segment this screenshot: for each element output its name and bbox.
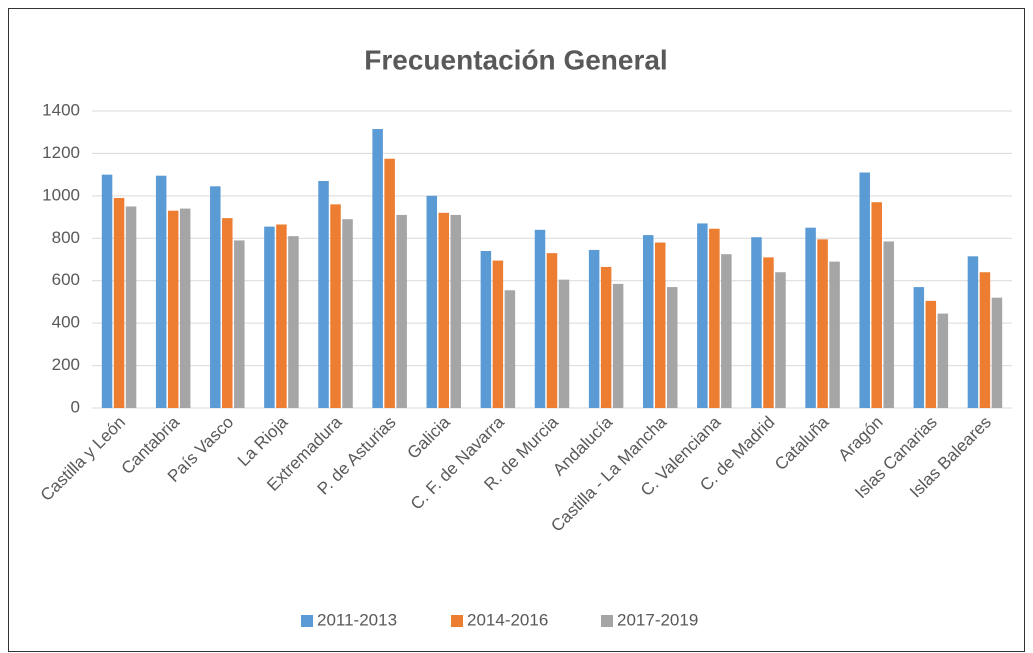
bar (967, 256, 979, 408)
bar (805, 227, 816, 408)
bar (763, 257, 774, 408)
y-tick-label: 800 (52, 228, 80, 247)
bar (426, 195, 438, 408)
bar (751, 237, 762, 408)
bar (492, 260, 504, 408)
bar (101, 174, 113, 408)
bar (384, 158, 395, 408)
bar (276, 224, 287, 408)
bar (330, 204, 341, 408)
bar (450, 214, 462, 408)
bar (991, 297, 1003, 408)
bar (438, 212, 450, 408)
bar (588, 249, 600, 408)
bar (558, 279, 570, 408)
bar (534, 229, 546, 408)
bar (264, 226, 275, 408)
legend-label: 2017-2019 (617, 610, 698, 629)
bar (179, 208, 191, 408)
y-tick-label: 400 (52, 313, 80, 332)
bar (155, 175, 167, 408)
bar (871, 202, 882, 408)
y-tick-label: 1000 (42, 185, 80, 204)
bar (342, 219, 353, 408)
y-tick-label: 600 (52, 270, 80, 289)
bar (167, 210, 179, 408)
bar (288, 236, 299, 408)
bar (721, 254, 732, 408)
bar (937, 313, 949, 408)
bar (600, 266, 612, 408)
legend-swatch (451, 615, 463, 627)
y-tick-label: 1200 (42, 143, 80, 162)
bar (913, 287, 925, 408)
y-tick-label: 0 (71, 397, 80, 416)
bar (829, 261, 840, 408)
bar (709, 228, 720, 408)
bar (396, 214, 407, 408)
y-tick-label: 1400 (42, 100, 80, 119)
legend-swatch (601, 615, 613, 627)
bar (504, 290, 516, 408)
bar (979, 272, 991, 408)
bar (372, 129, 383, 408)
bar (859, 172, 870, 408)
bar (666, 287, 678, 408)
bar (480, 251, 492, 408)
bar (222, 218, 233, 408)
bar (113, 197, 125, 408)
legend-label: 2014-2016 (467, 610, 548, 629)
bar (654, 242, 666, 408)
legend-label: 2011-2013 (317, 610, 397, 629)
bar (642, 235, 654, 408)
bar (883, 241, 894, 408)
bar (925, 300, 937, 408)
legend-swatch (301, 615, 313, 627)
bar (546, 253, 558, 408)
bar (210, 186, 221, 408)
bar (234, 240, 245, 408)
chart-title: Frecuentación General (364, 44, 667, 75)
bar (318, 181, 329, 408)
bar (125, 206, 137, 408)
bar (612, 283, 624, 408)
bar (775, 272, 786, 408)
bar (817, 239, 828, 408)
bar (697, 223, 708, 408)
y-tick-label: 200 (52, 355, 80, 374)
